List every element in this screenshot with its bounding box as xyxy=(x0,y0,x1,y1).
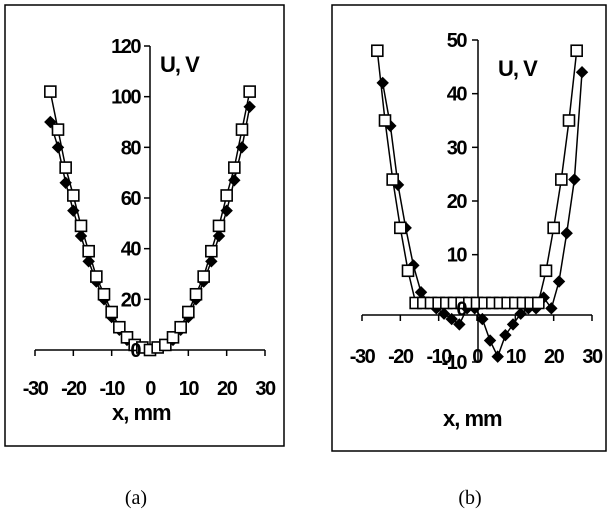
panel-b-diamond-point xyxy=(506,318,520,331)
panel-a-y-tick-label: 0 xyxy=(130,340,141,362)
panel-b-square-point xyxy=(539,264,553,278)
panel-a-square-point xyxy=(44,85,57,98)
panel-b-y-tick-label: 10 xyxy=(447,245,468,267)
panel-b-square-point xyxy=(394,221,407,235)
panel-b-square-point xyxy=(386,173,399,186)
panel-b-x-tick-label: 20 xyxy=(544,346,565,368)
panel-b-y-tick-label: -10 xyxy=(442,352,468,374)
panel-a-square-point xyxy=(205,244,218,258)
panel-a-square-point xyxy=(59,161,72,174)
panel-a-x-tick-label: 20 xyxy=(217,378,238,400)
panel-a-y-tick-label: 80 xyxy=(121,137,142,159)
panel-a-square-point xyxy=(212,219,226,233)
panel-b-y-tick-label: 0 xyxy=(456,298,467,320)
panel-a-square-point xyxy=(74,219,88,233)
panel-b-diamond-point xyxy=(514,307,527,320)
panel-a-x-tick-label: -30 xyxy=(23,378,49,400)
panel-b-diamond-point xyxy=(499,328,512,342)
panel-b-diamond-point xyxy=(376,76,389,90)
panel-b-square-point xyxy=(378,114,392,127)
panel-a-square-point xyxy=(243,85,256,98)
panel-a-y-tick-label: 40 xyxy=(121,239,142,261)
panel-b-x-tick-label: -10 xyxy=(426,346,452,368)
panel-a-square-point xyxy=(197,270,210,283)
panel-a-square-point xyxy=(82,244,95,258)
panel-a-square-point xyxy=(120,331,134,344)
panel-a-square-point xyxy=(189,287,203,301)
panel-b-square-point xyxy=(547,221,560,235)
panel-b-diamond-point xyxy=(483,334,497,347)
panel-a-x-axis-title: x, mm xyxy=(112,400,171,425)
panel-b-square-point xyxy=(555,173,568,186)
panel-b-square-point xyxy=(562,114,576,127)
panel-a-square-point xyxy=(174,320,187,334)
panel-b-series xyxy=(371,44,589,363)
panel-a-square-point xyxy=(182,305,195,319)
panel-a-square-point xyxy=(235,123,249,136)
panel-b-frame xyxy=(331,4,607,452)
panel-b-diamond-point xyxy=(491,350,504,363)
panel-b-square-point xyxy=(371,44,384,58)
panel-a-square-point xyxy=(90,270,103,283)
panel-a-x-tick-label: -20 xyxy=(61,378,87,400)
panel-b-x-tick-label: 0 xyxy=(472,346,483,368)
panel-a-x-tick-label: 30 xyxy=(255,378,276,400)
panel-a-square-point xyxy=(67,189,80,202)
panel-b-diamond-point xyxy=(437,307,451,320)
panel-a-square-point xyxy=(220,189,233,202)
panel-a-x-tick-label: 0 xyxy=(145,378,156,400)
panel-b-y-tick-label: 40 xyxy=(447,84,468,106)
panel-b-diamond-point xyxy=(453,318,466,331)
panel-b-y-tick-label: 50 xyxy=(447,30,468,52)
panel-a-square-point xyxy=(97,287,111,301)
panel-b-diamond-point xyxy=(568,173,581,186)
panel-b-x-tick-label: 10 xyxy=(506,346,527,368)
panel-b-square-point xyxy=(570,44,583,58)
panel-a-series xyxy=(44,85,256,357)
panel-a-square-point xyxy=(113,320,126,334)
panel-a-square-point xyxy=(105,305,118,319)
panel-b-diamond-point xyxy=(476,312,489,326)
panel-a-square-point xyxy=(159,338,172,352)
panel-a-frame xyxy=(4,4,285,447)
panel-b-square-point xyxy=(532,296,545,310)
panel-a-y-tick-label: 100 xyxy=(111,87,141,109)
panel-a-caption: (a) xyxy=(125,487,147,509)
panel-b-x-tick-label: -30 xyxy=(350,346,376,368)
panel-b-y-tick-label: 20 xyxy=(447,191,468,213)
panel-a-square-point xyxy=(228,161,241,174)
panel-b-x-tick-label: -20 xyxy=(388,346,414,368)
panel-a-x-tick-label: 10 xyxy=(179,378,200,400)
panel-a-y-tick-label: 20 xyxy=(121,289,142,311)
panel-b-x-tick-label: 30 xyxy=(582,346,603,368)
panel-a-y-tick-label: 60 xyxy=(121,188,142,210)
panel-b-diamond-point xyxy=(445,312,458,326)
panel-a-y-axis-title: U, V xyxy=(160,52,200,77)
panel-b-diamond-point xyxy=(545,302,558,315)
panel-a-x-tick-label: -10 xyxy=(99,378,125,400)
panel-b-diamond-point xyxy=(575,65,589,79)
panel-b-x-axis-title: x, mm xyxy=(443,406,502,431)
panel-b-y-tick-label: 30 xyxy=(447,137,468,159)
panel-b-diamond-point xyxy=(560,226,573,240)
panel-b-caption: (b) xyxy=(458,487,481,509)
panel-b-y-axis-title: U, V xyxy=(498,56,538,81)
panel-a-y-tick-label: 120 xyxy=(111,36,141,58)
panel-b-diamond-point xyxy=(414,286,428,299)
panel-a-square-point xyxy=(51,123,65,136)
panel-b-diamond-point xyxy=(552,275,566,288)
panel-a-square-point xyxy=(166,331,180,344)
panel-b-square-point xyxy=(401,264,415,278)
